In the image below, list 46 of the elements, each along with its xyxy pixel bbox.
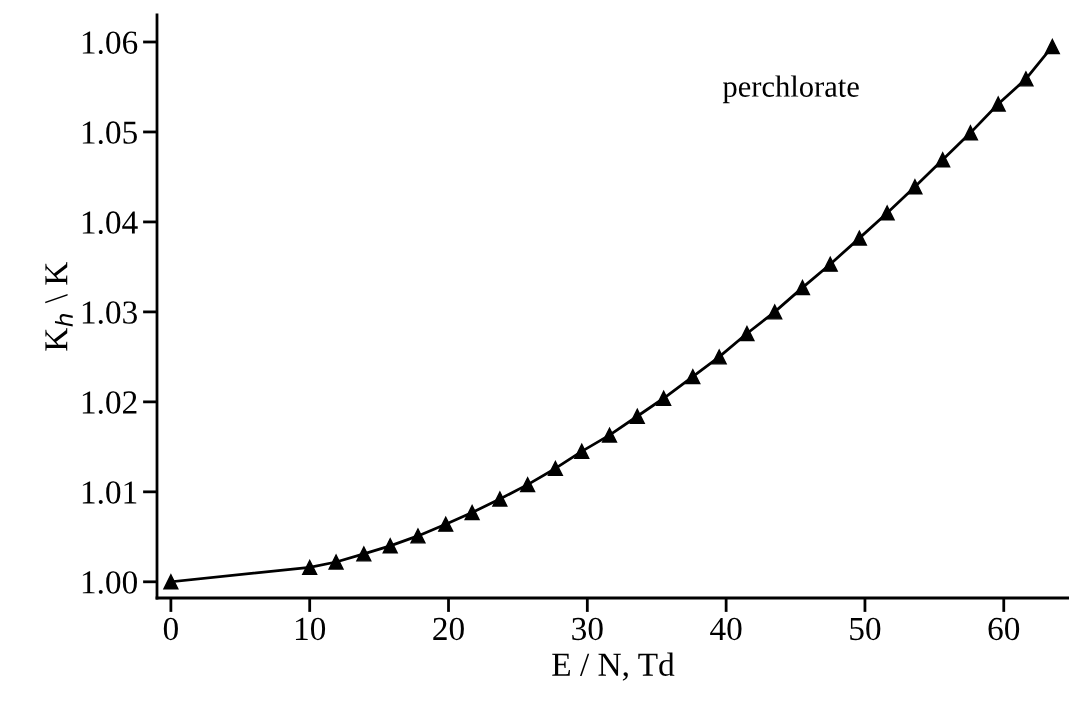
y-tick-label: 1.03	[82, 301, 137, 324]
x-tick-label: 50	[850, 617, 881, 641]
point	[739, 325, 755, 342]
x-tick-label: 20	[433, 617, 464, 641]
y-tick-label: 1.00	[82, 571, 137, 594]
y-axis-title: K$_{h}$ \ K	[45, 261, 73, 351]
point	[163, 574, 179, 590]
y-tick-label: 1.05	[82, 121, 137, 144]
point	[547, 460, 564, 477]
x-tick-label: 0	[163, 617, 178, 641]
point	[935, 152, 951, 168]
point	[382, 538, 398, 554]
point	[1044, 38, 1060, 55]
point	[685, 369, 701, 385]
y-tick-label: 1.06	[82, 31, 138, 55]
y-tick-label: 1.04	[82, 211, 138, 234]
point	[794, 279, 811, 296]
point	[907, 179, 923, 195]
y-tick-label: 1.01	[82, 481, 137, 504]
point	[574, 443, 590, 459]
point	[438, 516, 454, 532]
point	[656, 390, 672, 406]
point	[328, 554, 344, 570]
annotation: perchlorate	[722, 75, 859, 104]
point	[990, 96, 1006, 112]
y-tick-label: 1.02	[82, 391, 137, 414]
point	[1018, 71, 1034, 87]
point	[519, 476, 536, 493]
point	[464, 504, 480, 521]
point	[492, 491, 508, 507]
point	[356, 546, 372, 562]
x-tick-label: 40	[710, 617, 742, 641]
point	[879, 205, 895, 221]
point	[962, 125, 979, 141]
point	[711, 349, 727, 365]
x-tick-label: 60	[988, 617, 1020, 641]
point	[629, 408, 645, 424]
point	[410, 528, 426, 544]
point	[767, 304, 783, 320]
x-tick-label: 10	[295, 617, 326, 641]
x-tick-label: 30	[572, 617, 603, 641]
x-axis-title: E / N, Td	[552, 652, 675, 681]
point	[302, 559, 318, 576]
point	[601, 427, 618, 443]
point	[851, 230, 868, 246]
point	[822, 256, 838, 272]
